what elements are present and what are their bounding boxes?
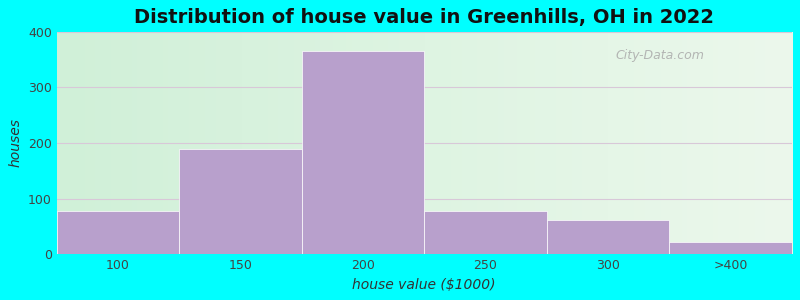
Bar [546,220,669,254]
Bar [424,211,546,254]
Bar [302,51,424,254]
Bar [669,242,792,254]
Title: Distribution of house value in Greenhills, OH in 2022: Distribution of house value in Greenhill… [134,8,714,27]
Text: City-Data.com: City-Data.com [615,50,704,62]
Y-axis label: houses: houses [8,118,22,167]
X-axis label: house value ($1000): house value ($1000) [352,278,496,292]
Bar [179,148,302,254]
Bar [57,211,179,254]
